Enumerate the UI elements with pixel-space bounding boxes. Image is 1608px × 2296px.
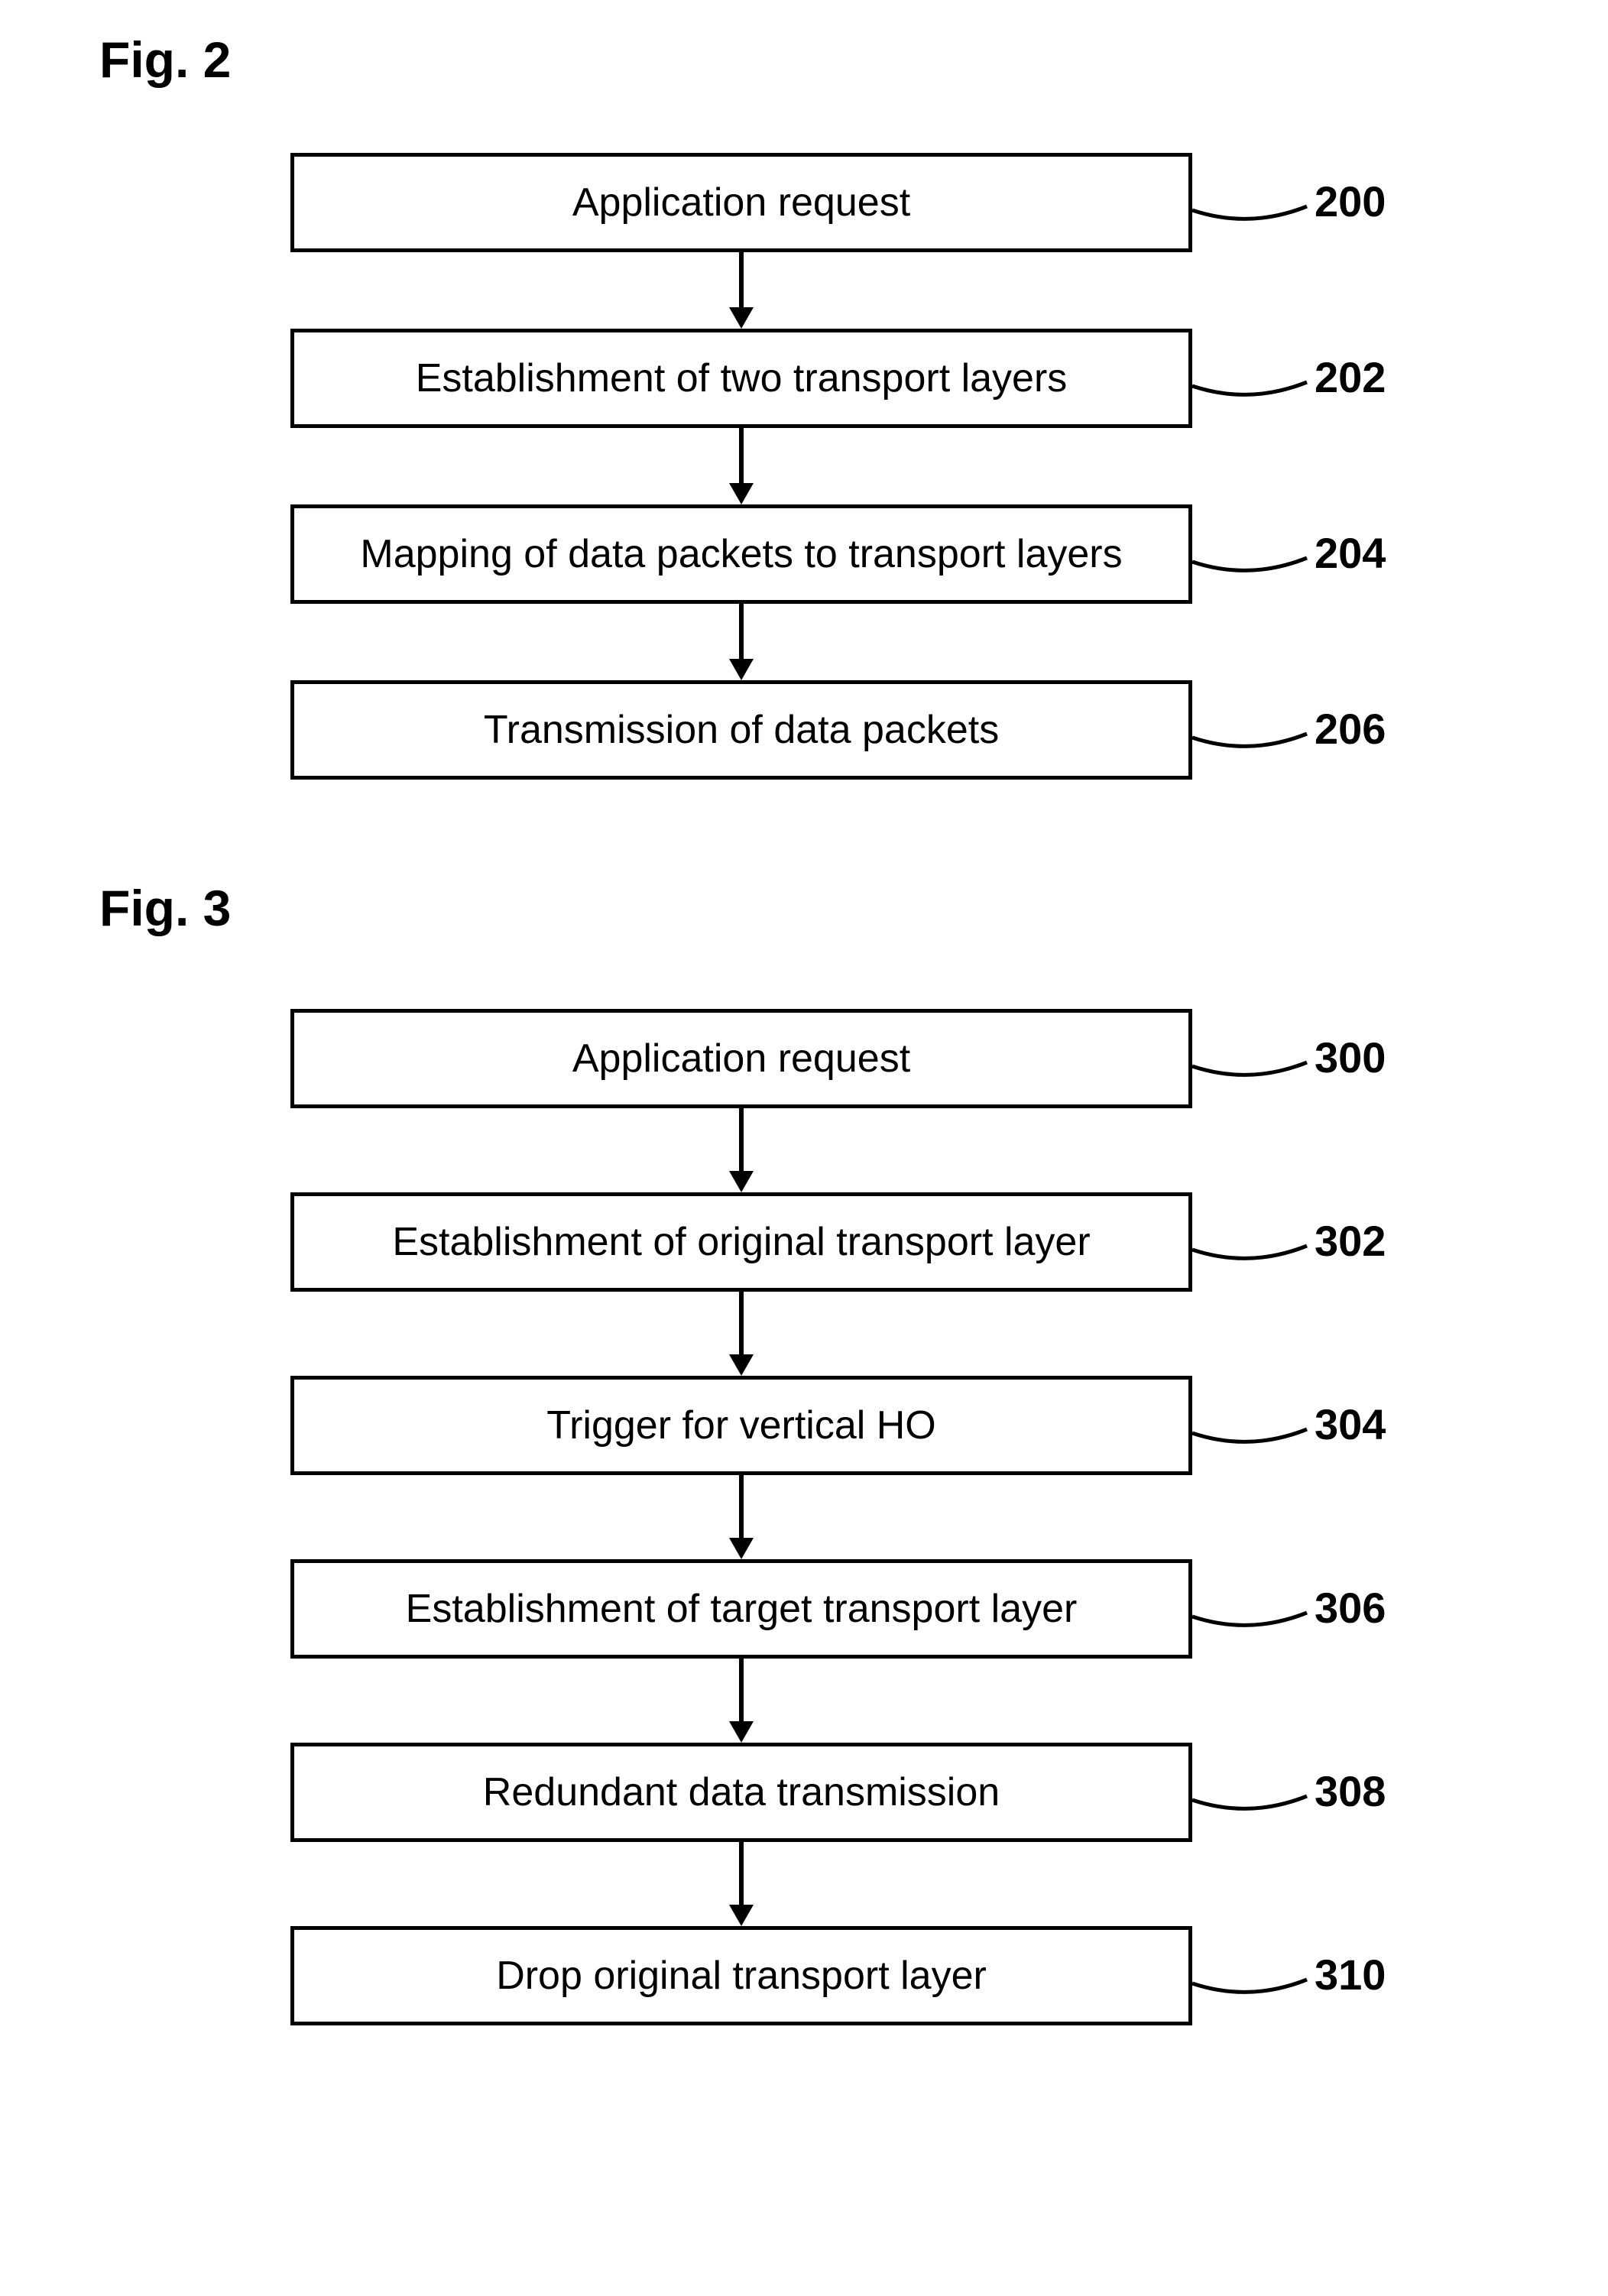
connector-line — [0, 0, 1608, 2296]
